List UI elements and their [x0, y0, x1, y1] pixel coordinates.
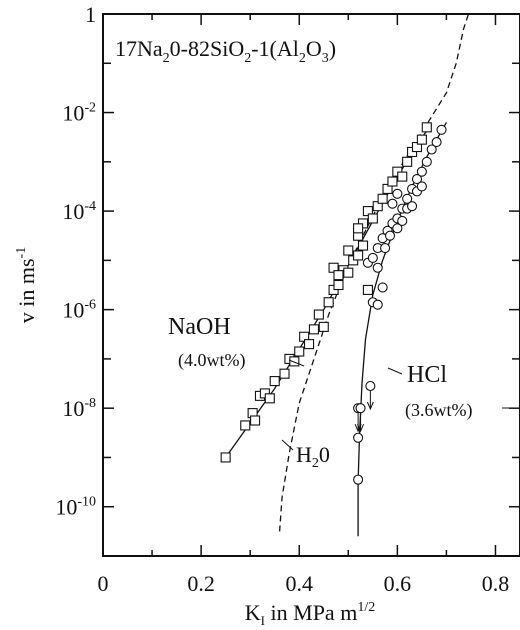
data-point-circle: [416, 181, 427, 192]
arrow-head: [366, 401, 374, 411]
data-point-square: [323, 297, 334, 308]
data-point-square: [343, 245, 354, 256]
y-tick-label: 10-6: [62, 298, 96, 323]
axis-labels: 0 0.2 0.4 0.6 0.8 1 10-2 10-4 10-6 10-8 10-10 17Na2…: [14, 2, 516, 628]
x-tick-label: 0.8: [482, 571, 510, 596]
y-axis-label: v in ms-1: [14, 247, 39, 323]
annotation-hcl: HCl: [407, 362, 447, 388]
data-point-circle: [367, 252, 378, 263]
annotation-naoh-conc: (4.0wt%): [178, 350, 245, 371]
annotation-h2o: H20: [296, 442, 330, 471]
data-point-square: [294, 346, 305, 357]
data-point-square: [421, 122, 432, 133]
data-point-circle: [431, 137, 442, 148]
data-point-square: [279, 368, 290, 379]
data-point-square: [250, 415, 261, 426]
data-point-square: [318, 321, 329, 332]
data-point-circle: [372, 262, 383, 273]
y-tick-label: 10-8: [62, 396, 96, 421]
data-point-circle: [407, 201, 418, 212]
data-point-circle: [416, 166, 427, 177]
data-point-square: [402, 156, 413, 167]
y-tick-label: 10-2: [62, 101, 96, 126]
leader-hcl: [387, 367, 403, 375]
annotation-naoh: NaOH: [168, 314, 231, 340]
data-point-square: [367, 213, 378, 224]
x-axis-label: KI in MPa m1/2: [245, 600, 375, 628]
data-point-circle: [353, 432, 364, 443]
data-point-square: [377, 193, 388, 204]
data-point-circle: [384, 230, 396, 241]
data-point-square: [397, 171, 408, 182]
arrow-head: [357, 423, 365, 433]
leader-naoh: [288, 359, 305, 367]
data-point-square: [303, 339, 315, 350]
data-point-square: [289, 356, 300, 367]
data-points: [220, 122, 447, 485]
data-point-circle: [421, 156, 432, 167]
data-point-circle: [365, 380, 376, 392]
data-point-square: [308, 324, 320, 335]
data-point-circle: [355, 403, 366, 414]
data-point-circle: [392, 188, 403, 199]
data-point-circle: [372, 299, 383, 310]
data-point-square: [353, 250, 364, 261]
data-point-circle: [377, 282, 388, 293]
data-point-circle: [353, 474, 364, 485]
data-point-square: [387, 176, 398, 187]
data-point-square: [313, 309, 324, 320]
curve-hcl: [357, 122, 447, 537]
x-tick-label: 0.6: [384, 571, 412, 596]
leader-h2o: [281, 439, 294, 451]
y-tick-label: 1: [85, 2, 96, 27]
data-point-square: [353, 223, 364, 234]
data-point-square: [264, 393, 275, 404]
plot-area: [102, 13, 520, 557]
data-point-square: [269, 376, 280, 387]
data-point-circle: [397, 215, 408, 226]
annotation-hcl-conc: (3.6wt%): [405, 400, 472, 421]
data-point-square: [220, 452, 231, 463]
data-point-square: [362, 284, 373, 295]
data-point-square: [357, 240, 369, 251]
data-point-square: [333, 279, 344, 291]
data-point-circle: [380, 242, 391, 254]
data-point-circle: [392, 223, 403, 234]
chart-title: 17Na20-82SiO2-1(Al2O3): [115, 36, 336, 66]
data-point-circle: [436, 124, 447, 135]
data-point-square: [333, 270, 344, 281]
data-point-circle: [387, 198, 398, 209]
y-tick-label: 10-10: [55, 495, 96, 520]
data-point-circle: [402, 193, 413, 204]
data-point-square: [240, 420, 251, 431]
y-tick-label: 10-4: [62, 199, 96, 224]
x-tick-label: 0.2: [187, 571, 215, 596]
data-point-circle: [411, 174, 423, 185]
plot-frame: [102, 13, 520, 557]
x-tick-label: 0: [98, 571, 109, 596]
x-tick-label: 0.4: [285, 571, 313, 596]
data-point-square: [343, 267, 354, 278]
data-point-circle: [426, 144, 437, 155]
data-point-square: [416, 134, 427, 145]
